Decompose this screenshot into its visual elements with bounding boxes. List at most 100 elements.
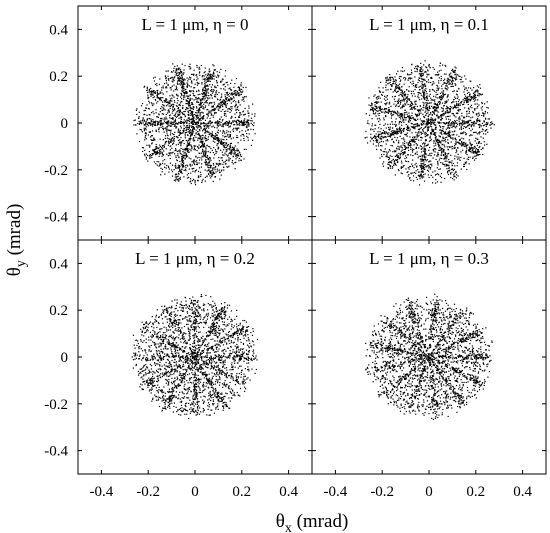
scatter-point xyxy=(474,146,476,148)
scatter-point xyxy=(143,113,145,116)
scatter-point xyxy=(404,146,406,148)
scatter-point xyxy=(174,167,177,169)
scatter-point xyxy=(193,127,195,129)
scatter-point xyxy=(190,102,193,104)
scatter-point xyxy=(222,131,224,133)
scatter-point xyxy=(396,159,398,161)
scatter-point xyxy=(470,98,472,100)
scatter-point xyxy=(427,79,429,81)
scatter-point xyxy=(168,142,170,144)
scatter-point xyxy=(461,123,463,125)
scatter-point xyxy=(204,161,206,163)
scatter-point xyxy=(165,97,167,100)
scatter-point xyxy=(180,80,182,82)
scatter-point xyxy=(486,106,488,109)
scatter-point xyxy=(198,133,200,135)
scatter-point xyxy=(167,83,169,86)
scatter-point xyxy=(433,82,435,84)
scatter-point xyxy=(251,123,254,126)
scatter-point xyxy=(421,168,423,170)
scatter-point xyxy=(216,137,219,139)
scatter-point xyxy=(211,126,213,128)
scatter-point xyxy=(216,121,218,123)
scatter-point xyxy=(466,168,468,171)
scatter-point xyxy=(208,121,210,123)
scatter-point xyxy=(453,120,456,122)
scatter-point xyxy=(192,160,194,162)
scatter-point xyxy=(470,147,472,149)
scatter-point xyxy=(416,65,418,67)
scatter-point xyxy=(193,73,195,75)
scatter-point xyxy=(437,139,439,142)
scatter-point xyxy=(478,153,480,156)
scatter-point xyxy=(180,100,182,103)
scatter-point xyxy=(452,125,455,128)
scatter-point xyxy=(401,100,403,102)
scatter-point xyxy=(230,110,233,112)
scatter-point xyxy=(211,77,214,79)
scatter-point xyxy=(197,131,199,133)
scatter-point xyxy=(181,172,183,174)
scatter-point xyxy=(243,139,245,142)
scatter-point xyxy=(433,111,435,113)
scatter-point xyxy=(471,96,473,98)
scatter-point xyxy=(405,93,407,95)
scatter-point xyxy=(392,81,394,83)
scatter-point xyxy=(472,96,474,99)
scatter-point xyxy=(426,66,428,69)
scatter-point xyxy=(166,122,168,125)
scatter-point xyxy=(210,170,212,172)
scatter-point xyxy=(186,164,188,166)
scatter-point xyxy=(472,152,475,154)
scatter-point xyxy=(444,82,447,84)
scatter-point xyxy=(169,132,172,134)
scatter-point xyxy=(439,99,442,101)
scatter-point xyxy=(177,178,180,180)
scatter-point xyxy=(199,137,201,139)
scatter-point xyxy=(465,133,468,135)
scatter-point xyxy=(466,126,468,128)
scatter-point xyxy=(457,146,459,149)
scatter-point xyxy=(427,123,429,125)
scatter-point xyxy=(228,136,230,138)
scatter-point xyxy=(407,154,409,156)
scatter-point xyxy=(176,65,178,67)
scatter-point xyxy=(188,102,191,105)
scatter-point xyxy=(209,80,211,83)
scatter-point xyxy=(190,145,192,147)
scatter-point xyxy=(214,133,217,135)
scatter-point xyxy=(426,104,428,106)
scatter-point xyxy=(217,139,219,141)
scatter-point xyxy=(182,90,184,93)
scatter-point xyxy=(435,132,437,134)
scatter-point xyxy=(183,85,185,88)
scatter-point xyxy=(403,137,405,139)
scatter-point xyxy=(172,108,174,110)
scatter-point xyxy=(161,87,163,89)
scatter-point xyxy=(422,155,424,157)
scatter-point xyxy=(197,115,199,117)
scatter-point xyxy=(378,135,380,137)
scatter-point xyxy=(193,144,195,147)
scatter-point xyxy=(165,113,167,116)
scatter-point xyxy=(198,162,200,164)
scatter-point xyxy=(418,184,421,186)
scatter-point xyxy=(173,121,175,123)
scatter-point xyxy=(148,131,150,133)
scatter-point xyxy=(240,159,242,161)
scatter-point xyxy=(404,157,406,160)
scatter-point xyxy=(179,133,181,135)
scatter-point xyxy=(395,105,397,107)
scatter-point xyxy=(466,122,468,124)
scatter-point xyxy=(191,80,193,82)
scatter-point xyxy=(393,130,395,133)
scatter-point xyxy=(181,156,183,158)
scatter-point xyxy=(160,122,162,124)
scatter-point xyxy=(387,167,390,169)
scatter-point xyxy=(182,130,184,132)
scatter-point xyxy=(224,147,226,149)
scatter-point xyxy=(177,68,180,71)
scatter-point xyxy=(165,86,167,88)
scatter-point xyxy=(432,119,435,122)
scatter-point xyxy=(465,120,467,123)
